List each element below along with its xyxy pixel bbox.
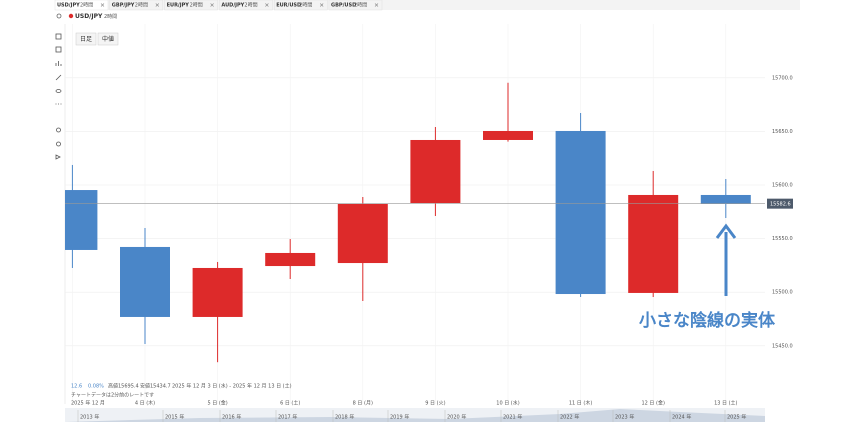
x-tick-label: 11 日 (木) <box>569 400 592 407</box>
tab-label[interactable]: GBP/USD <box>331 3 356 9</box>
low-value: 15434.7 <box>150 384 171 390</box>
tool-icon[interactable] <box>56 141 61 147</box>
tab-period[interactable]: 2時間 <box>299 3 312 9</box>
tab-period[interactable]: 2時間 <box>190 3 203 9</box>
button-label[interactable]: 日足 <box>80 36 92 43</box>
tab-label[interactable]: GBP/JPY <box>112 3 135 9</box>
tool-icon[interactable] <box>55 89 62 93</box>
x-tick-label: 10 日 (水) <box>496 400 519 407</box>
low-label: 安値 <box>140 383 150 390</box>
candle-body <box>192 267 243 317</box>
tool-icon[interactable] <box>55 154 61 160</box>
price-axis: 15450.0 15500.0 15550.0 15600.0 15650.0 15700… <box>767 75 793 349</box>
candle-body <box>410 139 461 204</box>
timeline-year: 2024 年 <box>672 414 691 421</box>
candle-body <box>555 130 606 295</box>
candle-body <box>120 246 170 317</box>
high-value: 15695.4 <box>118 384 139 390</box>
timeline-year: 2015 年 <box>165 414 184 421</box>
tab-label[interactable]: AUD/JPY <box>221 3 244 9</box>
tab-close[interactable] <box>155 3 160 7</box>
info-row: 12.6 0.08% 高値 15695.4 安値 15434.7 2025 年 … <box>71 383 292 407</box>
candle-body <box>265 252 316 267</box>
tab-close[interactable] <box>100 3 105 7</box>
y-tick-label: 15700.0 <box>772 75 793 81</box>
arrow-head <box>715 223 737 239</box>
tab[interactable] <box>328 0 383 11</box>
tab-close[interactable] <box>374 3 379 7</box>
x-tick-label: 9 日 (火) <box>425 401 445 407</box>
x-tick-label: 6 日 (土) <box>280 400 300 407</box>
tool-icon[interactable] <box>55 46 62 53</box>
y-tick-label: 15500.0 <box>772 290 793 296</box>
tool-icon[interactable] <box>56 127 61 133</box>
month: 2025 年 12 月 <box>71 400 105 407</box>
symbol: USD/JPY <box>75 13 103 20</box>
y-tick-label: 15600.0 <box>772 183 793 189</box>
symbol-row: USD/JPY 2時間 <box>56 13 117 20</box>
candle-body <box>483 130 533 140</box>
candle-body <box>628 194 679 293</box>
date-range: 2025 年 12 月 3 日 (水) - 2025 年 12 月 13 日 (… <box>172 383 292 390</box>
current-price-box <box>767 198 793 209</box>
timeline-year: 2023 年 <box>615 414 634 421</box>
timeline-year: 2016 年 <box>222 414 241 421</box>
symbol-period: 2時間 <box>104 14 117 20</box>
tab-close[interactable] <box>319 3 324 7</box>
tab[interactable] <box>274 0 328 11</box>
tab-period[interactable]: 2時間 <box>135 3 148 9</box>
x-tick-label: 12 日 (金) <box>641 400 664 407</box>
timeline-year: 2025 年 <box>727 414 746 421</box>
tab-close[interactable] <box>265 3 269 7</box>
tab-label[interactable]: EUR/USD <box>276 3 301 9</box>
tab-period[interactable]: 2時間 <box>244 3 257 9</box>
tab[interactable] <box>109 0 164 11</box>
y-tick-label: 15650.0 <box>772 129 793 135</box>
tab-label[interactable]: USD/JPY <box>57 3 80 9</box>
buttons: 日足 中値 <box>75 32 119 46</box>
tab[interactable] <box>54 0 109 11</box>
annotation-text: 小さな陰線の実体 <box>639 310 776 331</box>
candle-body <box>700 194 751 204</box>
toolbar <box>55 33 62 160</box>
timeline-year: 2017 年 <box>278 414 297 421</box>
y-tick-label: 15550.0 <box>772 236 793 242</box>
note: チャートデータは2分前のレートです <box>71 392 154 399</box>
tab-close[interactable] <box>210 3 214 7</box>
y-tick-label: 15450.0 <box>772 343 793 349</box>
timeline-year: 2020 年 <box>447 414 466 421</box>
current-price: 15582.6 <box>770 202 791 208</box>
tab-label[interactable]: EUR/JPY <box>167 3 190 9</box>
tab-period[interactable]: 2時間 <box>80 3 93 9</box>
candle-body <box>65 190 98 250</box>
tab[interactable] <box>164 0 218 11</box>
tool-icon[interactable] <box>55 74 62 81</box>
annotation: 小さな陰線の実体 <box>639 223 776 331</box>
x-tick-label: 5 日 (金) <box>207 400 227 407</box>
timeline-year: 2018 年 <box>335 414 354 421</box>
candle-body <box>337 203 388 264</box>
timeline-area <box>65 409 765 422</box>
tab[interactable] <box>219 0 273 11</box>
change-pct: 0.08% <box>88 384 104 390</box>
button[interactable] <box>97 32 119 46</box>
timeline-year: 2021 年 <box>503 414 522 421</box>
button[interactable] <box>75 32 97 46</box>
change: 12.6 <box>71 384 82 390</box>
tool-icon[interactable] <box>55 61 62 66</box>
timeline-year: 2019 年 <box>390 414 409 421</box>
high-label: 高値 <box>108 383 118 390</box>
tab-period[interactable]: 2時間 <box>354 3 367 9</box>
x-tick-label: 8 日 (月) <box>353 401 373 407</box>
tab-bar <box>55 0 800 10</box>
tool-icon[interactable] <box>55 33 62 40</box>
button-label[interactable]: 中値 <box>102 35 114 43</box>
x-tick-label: 13 日 (土) <box>714 400 737 407</box>
x-tick-label: 4 日 (木) <box>135 400 155 407</box>
plot <box>65 24 765 404</box>
timeline-year: 2013 年 <box>80 414 99 421</box>
timeline-year: 2022 年 <box>560 414 579 421</box>
